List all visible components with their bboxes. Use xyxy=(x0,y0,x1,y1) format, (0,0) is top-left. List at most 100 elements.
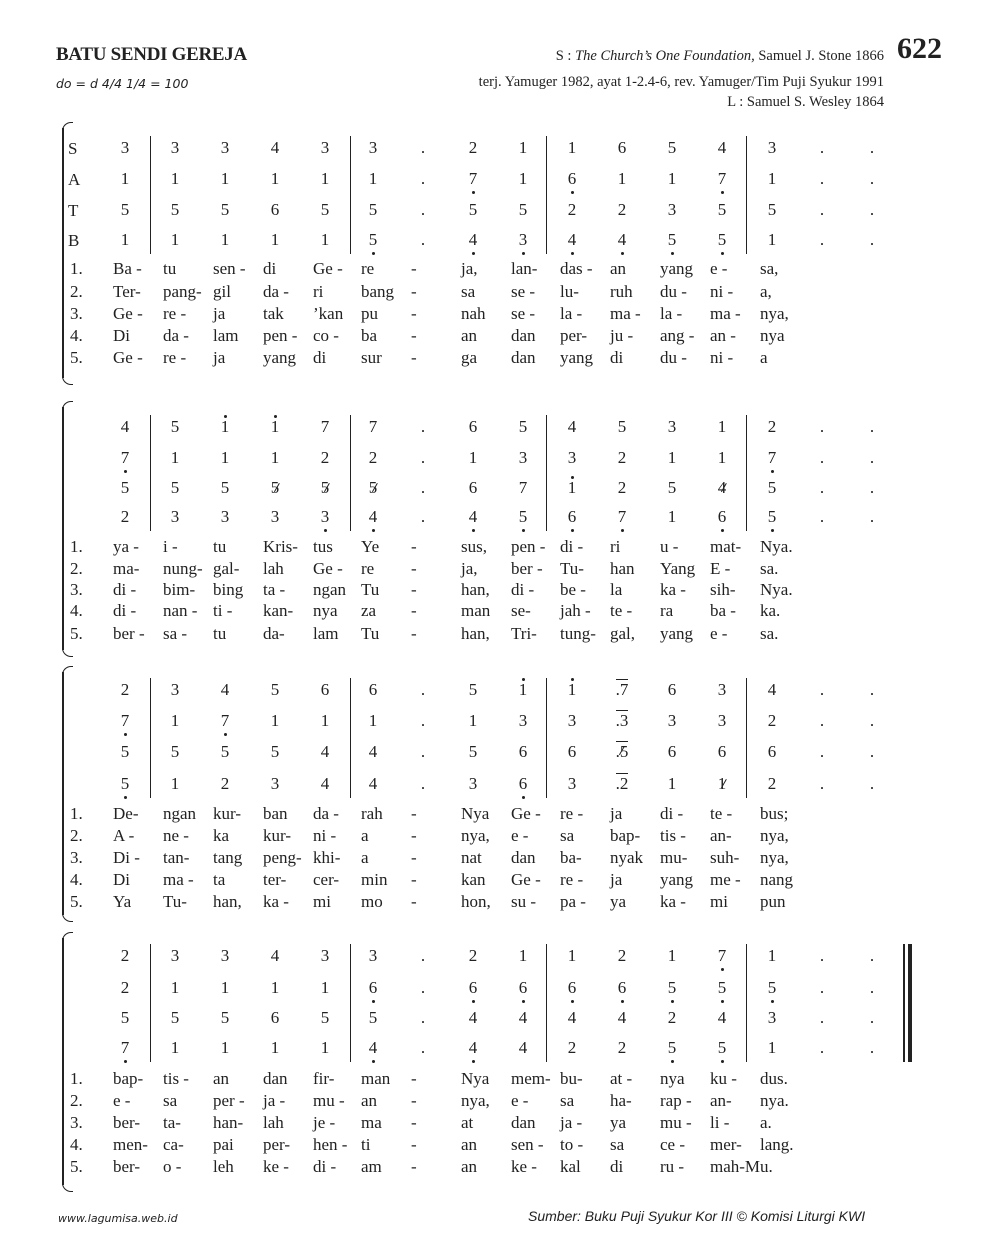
lyric-syllable: yang xyxy=(560,348,594,367)
lyric-syllable: ang - xyxy=(660,326,695,345)
note: 1 xyxy=(511,139,535,157)
note: 5 xyxy=(361,231,385,255)
lyric-syllable: di - xyxy=(313,1157,337,1176)
note-glyph: . xyxy=(420,946,426,965)
lyric-syllable: bap- xyxy=(610,826,641,845)
note-glyph: 4 xyxy=(468,507,478,532)
note-glyph: 5 xyxy=(368,478,378,497)
note: 1 xyxy=(660,775,684,793)
lyric-syllable: ma - xyxy=(710,304,741,323)
lyric-syllable: peng- xyxy=(263,848,302,867)
note: . xyxy=(860,712,884,730)
note: 4 xyxy=(361,1039,385,1063)
note-glyph: 2 xyxy=(567,1038,577,1057)
note-glyph: .5 xyxy=(615,741,629,761)
hymn-title: BATU SENDI GEREJA xyxy=(56,44,247,65)
lyric-syllable: tung- xyxy=(560,624,596,643)
note-glyph: 3 xyxy=(667,200,677,219)
note-glyph: 5 xyxy=(270,680,280,699)
note-glyph: 7 xyxy=(717,169,727,194)
note: . xyxy=(411,170,435,188)
note: 5 xyxy=(710,1039,734,1063)
note: . xyxy=(810,775,834,793)
note-glyph: . xyxy=(819,1038,825,1057)
note-glyph: 3 xyxy=(468,774,478,793)
note-glyph: . xyxy=(819,742,825,761)
note: . xyxy=(411,418,435,436)
lyric-syllable: di xyxy=(610,348,624,367)
lyric-syllable: e - xyxy=(511,1091,529,1110)
note: 7 xyxy=(361,418,385,436)
note: 2 xyxy=(610,449,634,467)
lyric-syllable: Tu- xyxy=(560,559,584,578)
note-glyph: 3 xyxy=(170,138,180,157)
note: . xyxy=(411,201,435,219)
note-glyph: .2 xyxy=(615,773,629,793)
lyric-syllable: - xyxy=(411,1135,417,1154)
lyric-syllable: ke - xyxy=(511,1157,537,1176)
note: 1 xyxy=(361,712,385,730)
note: 1 xyxy=(710,418,734,436)
note: 5 xyxy=(213,201,237,219)
note-glyph: 3 xyxy=(518,230,528,255)
note: 5 xyxy=(313,479,337,497)
bracket-bottom-curl xyxy=(62,1183,73,1192)
final-barline-thick xyxy=(908,944,912,1062)
note: 4 xyxy=(511,1009,535,1027)
note-glyph: 6 xyxy=(717,742,727,761)
lyric-syllable: ba - xyxy=(710,601,736,620)
note-glyph: 1 xyxy=(667,946,677,965)
lyric-syllable: - xyxy=(411,892,417,911)
note: 1 xyxy=(163,231,187,249)
lyric-syllable: - xyxy=(411,1113,417,1132)
lyric-syllable: rah xyxy=(361,804,383,823)
lyric-syllable: se - xyxy=(511,282,536,301)
note-glyph: 3 xyxy=(220,507,230,526)
note: 5 xyxy=(313,1009,337,1027)
note: 5 xyxy=(461,743,485,761)
lyric-syllable: la - xyxy=(660,304,683,323)
note: 1 xyxy=(511,678,535,699)
note-glyph: 3 xyxy=(767,1008,777,1027)
lyric-syllable: dan xyxy=(511,848,536,867)
note-glyph: 6 xyxy=(767,742,777,761)
lyric-syllable: bang xyxy=(361,282,395,301)
note: . xyxy=(810,479,834,497)
note: . xyxy=(411,743,435,761)
note-glyph: 1 xyxy=(717,417,727,436)
barline xyxy=(150,136,152,254)
note-glyph: 1 xyxy=(468,448,478,467)
note: 4 xyxy=(461,1039,485,1063)
lyric-syllable: lang. xyxy=(760,1135,794,1154)
note: 5 xyxy=(361,1009,385,1027)
lyric-syllable: Ya xyxy=(113,892,132,911)
lyric-syllable: man xyxy=(461,601,491,620)
note: 1 xyxy=(213,415,237,436)
lyric-syllable: o - xyxy=(163,1157,182,1176)
note: 1 xyxy=(710,775,734,793)
lyric-syllable: re xyxy=(361,559,375,578)
text-source: S : The Church’s One Foundation, Samuel … xyxy=(556,48,884,65)
note: 1 xyxy=(511,170,535,188)
lyric-syllable: ngan xyxy=(163,804,197,823)
lyric-syllable: ma - xyxy=(610,304,641,323)
lyric-syllable: bap- xyxy=(113,1069,144,1088)
note-glyph: 5 xyxy=(717,230,727,255)
note: . xyxy=(411,231,435,249)
barline xyxy=(150,678,152,798)
note: 5 xyxy=(213,479,237,497)
note: 5 xyxy=(760,201,784,219)
lyric-syllable: ne - xyxy=(163,826,189,845)
note: 1 xyxy=(660,170,684,188)
note-glyph: 1 xyxy=(518,138,528,157)
note-glyph: 4 xyxy=(567,230,577,255)
note: 5 xyxy=(760,979,784,1003)
note-glyph: . xyxy=(819,507,825,526)
note: 4 xyxy=(610,231,634,255)
lyric-syllable: re - xyxy=(560,804,584,823)
note: 5 xyxy=(710,979,734,1003)
note: . xyxy=(810,508,834,526)
note: 3 xyxy=(660,418,684,436)
note-glyph: 7 xyxy=(717,946,727,971)
lyric-syllable: gal, xyxy=(610,624,636,643)
